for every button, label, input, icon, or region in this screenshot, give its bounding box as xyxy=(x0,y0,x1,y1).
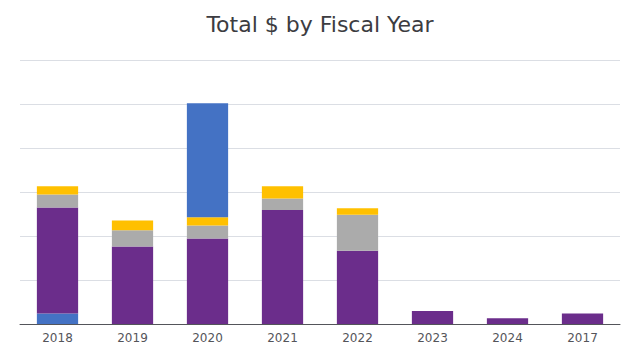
svg-text:2022: 2022 xyxy=(342,331,373,345)
svg-text:2017: 2017 xyxy=(567,331,598,345)
svg-text:2018: 2018 xyxy=(42,331,73,345)
svg-text:2023: 2023 xyxy=(417,331,448,345)
svg-text:2019: 2019 xyxy=(117,331,148,345)
svg-text:Total $ by Fiscal Year: Total $ by Fiscal Year xyxy=(205,12,434,37)
svg-text:2024: 2024 xyxy=(492,331,523,345)
svg-text:2020: 2020 xyxy=(192,331,223,345)
svg-text:2021: 2021 xyxy=(267,331,298,345)
